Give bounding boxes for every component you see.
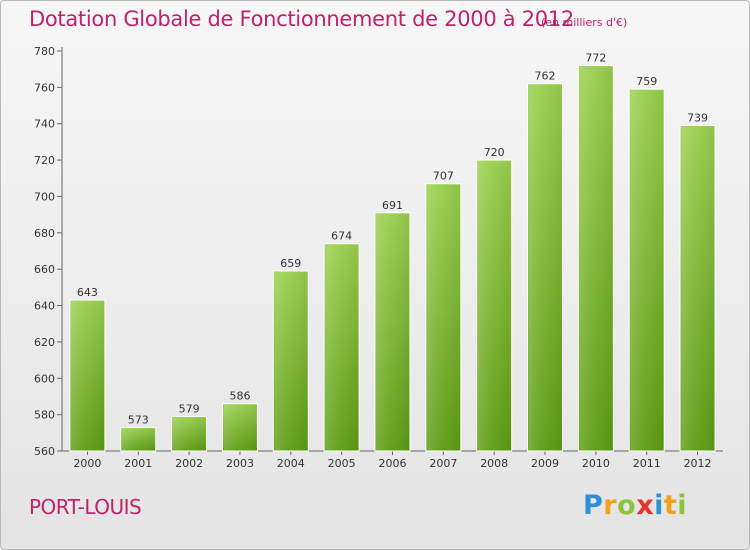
y-axis: 560 580 600 620 640 660 680 700 720 740 760 780 bbox=[34, 45, 63, 458]
bar-shine bbox=[477, 161, 511, 451]
x-tick-label: 2004 bbox=[277, 457, 305, 470]
bar-value-label: 586 bbox=[229, 390, 250, 403]
bar-shine bbox=[579, 66, 613, 451]
proxiti-logo: Proxiti bbox=[583, 490, 687, 521]
bar-value-label: 674 bbox=[331, 230, 352, 243]
bar-value-label: 659 bbox=[280, 257, 301, 270]
x-tick-label: 2008 bbox=[480, 457, 508, 470]
bar-value-label: 720 bbox=[484, 146, 505, 159]
bar-shine bbox=[172, 417, 206, 451]
bar-shine bbox=[121, 428, 155, 451]
x-tick-label: 2010 bbox=[582, 457, 610, 470]
bar-value-label: 772 bbox=[585, 52, 606, 65]
y-tick-label: 640 bbox=[34, 300, 55, 313]
bars: 643 573 579 586 659 674 691 707 720 762 772 759 739 bbox=[69, 52, 716, 452]
x-tick-label: 2012 bbox=[684, 457, 712, 470]
bar-shine bbox=[223, 404, 257, 451]
y-tick-label: 620 bbox=[34, 336, 55, 349]
bar-shine bbox=[528, 84, 562, 452]
y-tick-label: 680 bbox=[34, 227, 55, 240]
logo-letter: o bbox=[617, 490, 637, 521]
logo-letter: x bbox=[636, 490, 655, 521]
x-tick-label: 2003 bbox=[226, 457, 254, 470]
bar-shine bbox=[376, 213, 409, 451]
y-tick-label: 580 bbox=[34, 409, 55, 422]
y-tick-label: 760 bbox=[34, 81, 55, 94]
x-tick-label: 2005 bbox=[328, 457, 356, 470]
x-tick-label: 2007 bbox=[429, 457, 457, 470]
chart-title: Dotation Globale de Fonctionnement de 20… bbox=[29, 7, 574, 31]
bar-value-label: 643 bbox=[77, 286, 98, 299]
y-tick-label: 780 bbox=[34, 45, 55, 58]
y-tick-label: 700 bbox=[34, 190, 55, 203]
logo-letter: t bbox=[663, 490, 678, 521]
logo-letter: i bbox=[677, 490, 688, 521]
y-tick-label: 720 bbox=[34, 154, 55, 167]
y-tick-label: 600 bbox=[34, 372, 55, 385]
bar-shine bbox=[274, 272, 308, 451]
bar-value-label: 579 bbox=[179, 402, 200, 415]
logo-letter: i bbox=[654, 490, 664, 521]
x-tick-label: 2011 bbox=[633, 457, 661, 470]
bar-value-label: 573 bbox=[128, 413, 149, 426]
x-tick-label: 2006 bbox=[379, 457, 407, 470]
x-tick-label: 2009 bbox=[531, 457, 559, 470]
bar-shine bbox=[630, 90, 664, 451]
x-tick-label: 2001 bbox=[124, 457, 152, 470]
bar-shine bbox=[325, 244, 359, 451]
y-tick-label: 560 bbox=[34, 445, 55, 458]
x-axis: 2000 2001 2002 2003 2004 2005 2006 2007 2008 2009… bbox=[62, 450, 723, 470]
city-name: PORT-LOUIS bbox=[29, 495, 142, 519]
bar-shine bbox=[681, 126, 715, 451]
bar-value-label: 762 bbox=[535, 70, 556, 83]
bar-value-label: 739 bbox=[687, 112, 708, 125]
y-tick-label: 660 bbox=[34, 263, 55, 276]
bar-value-label: 759 bbox=[636, 75, 657, 88]
bar-shine bbox=[426, 184, 460, 451]
logo-letter: r bbox=[603, 490, 618, 521]
bar-shine bbox=[70, 301, 104, 451]
bar-value-label: 707 bbox=[433, 170, 454, 183]
bar-value-label: 691 bbox=[382, 199, 403, 212]
chart-subtitle: (en milliers d'€) bbox=[541, 16, 628, 29]
logo-letter: P bbox=[583, 490, 604, 521]
y-tick-label: 740 bbox=[34, 118, 55, 131]
x-tick-label: 2002 bbox=[175, 457, 203, 470]
x-tick-label: 2000 bbox=[73, 457, 101, 470]
